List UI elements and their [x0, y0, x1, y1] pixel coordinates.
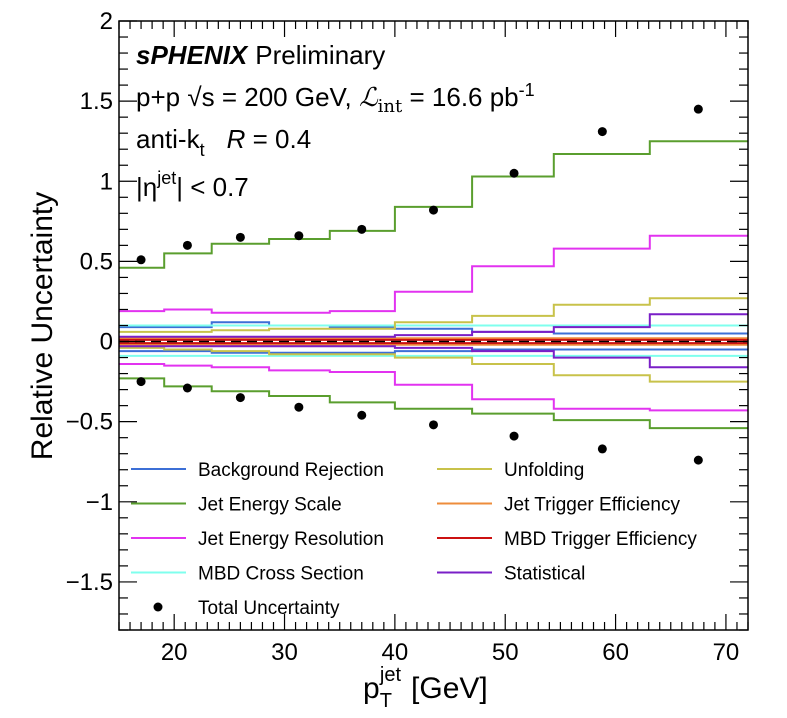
legend-label-unfolding: Unfolding [504, 460, 584, 481]
total-point-up-8 [597, 127, 607, 137]
x-axis-title-sub: T [380, 690, 392, 712]
experiment-status: Preliminary [255, 40, 385, 70]
y-tick-label-7: 2 [100, 8, 113, 35]
legend-label-background-rejection: Background Rejection [198, 460, 384, 481]
series-statistical-lower [119, 345, 748, 369]
legend-marker-total-uncertainty [153, 602, 163, 612]
x-tick-label-40: 40 [382, 639, 409, 666]
total-point-down-7 [509, 431, 519, 441]
y-tick-label-2: −0.5 [66, 409, 113, 436]
y-axis-title: Relative Uncertainty [26, 192, 59, 460]
series-jet-energy-scale-lower [119, 377, 748, 430]
y-tick-label-1: −1 [86, 489, 113, 516]
experiment-label: sPHENIX Preliminary [136, 40, 385, 70]
legend-label-mbd-trigger-efficiency: MBD Trigger Efficiency [504, 529, 697, 550]
jet-algo-label: anti-kt R = 0.4 [136, 124, 311, 160]
total-point-down-2 [182, 383, 192, 393]
total-point-up-4 [294, 231, 304, 241]
series-jet-energy-resolution-upper [119, 234, 748, 314]
series-unfolding-lower [119, 346, 748, 383]
legend: Background Rejection Jet Energy Scale Jet … [131, 460, 697, 619]
x-tick-label-70: 70 [713, 639, 740, 666]
legend-label-jet-trigger-efficiency: Jet Trigger Efficiency [504, 495, 681, 516]
eta-cut-label: |ηjet| < 0.7 [136, 168, 249, 202]
legend-label-jet-energy-resolution: Jet Energy Resolution [198, 529, 384, 550]
axis-ticks [118, 20, 749, 631]
series-jet-energy-resolution-lower [119, 363, 748, 412]
x-axis-title-unit: [GeV] [411, 672, 488, 705]
sqrt-symbol: √ [187, 82, 202, 112]
x-tick-label-20: 20 [161, 639, 188, 666]
y-tick-label-4: 0.5 [80, 248, 113, 275]
y-tick-label-6: 1.5 [80, 88, 113, 115]
total-point-up-3 [235, 232, 245, 242]
total-point-up-5 [357, 224, 367, 234]
total-uncertainty-points [136, 104, 703, 465]
total-point-down-3 [235, 393, 245, 403]
total-point-down-9 [693, 455, 703, 465]
total-point-down-8 [597, 444, 607, 454]
x-axis-title-main: p [363, 672, 380, 705]
x-axis-title: pTjet [GeV] [363, 664, 488, 712]
total-point-down-5 [357, 410, 367, 420]
x-tick-label-30: 30 [271, 639, 298, 666]
x-tick-label-60: 60 [602, 639, 629, 666]
total-point-up-7 [509, 168, 519, 178]
annotation-block: sPHENIX Preliminary p+p √s = 200 GeV, ℒin… [136, 40, 535, 202]
total-point-down-1 [136, 377, 146, 387]
x-axis-title-sup: jet [379, 664, 402, 686]
total-point-up-6 [429, 205, 438, 215]
total-point-up-2 [182, 240, 192, 250]
y-tick-label-0: −1.5 [66, 569, 113, 596]
series-statistical-upper [119, 313, 748, 338]
series-unfolding-upper [119, 297, 748, 333]
total-point-down-6 [429, 420, 438, 430]
legend-label-statistical: Statistical [504, 564, 585, 585]
experiment-name: sPHENIX [136, 40, 249, 70]
legend-label-total-uncertainty: Total Uncertainty [198, 598, 340, 619]
total-point-up-1 [136, 255, 146, 265]
legend-label-mbd-cross-section: MBD Cross Section [198, 564, 364, 585]
y-tick-label-3: 0 [100, 329, 113, 356]
total-point-up-9 [693, 104, 703, 114]
total-point-down-4 [294, 402, 304, 412]
axis-tick-labels: 20 30 40 50 60 70 −1.5 −1 −0.5 0 0.5 1 1.5 2 [66, 8, 740, 666]
collision-label: p+p √s = 200 GeV, ℒint = 16.6 pb-1 [136, 80, 535, 117]
legend-label-jet-energy-scale: Jet Energy Scale [198, 495, 342, 516]
x-tick-label-50: 50 [492, 639, 519, 666]
y-tick-label-5: 1 [100, 168, 113, 195]
